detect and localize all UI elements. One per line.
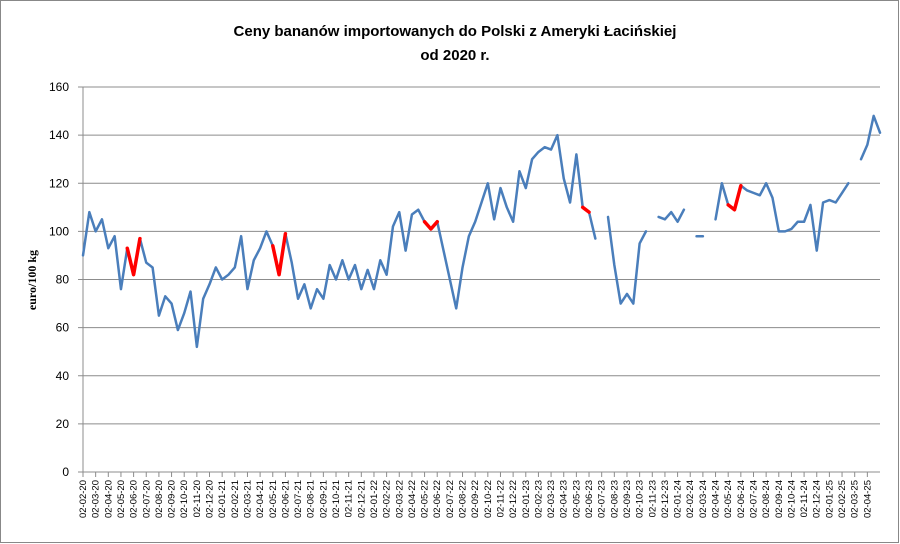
x-tick-label: 02-12-20 <box>205 480 216 518</box>
x-tick-label: 02-05-23 <box>571 480 582 518</box>
x-tick-label: 02-03-23 <box>546 480 557 518</box>
y-tick-label: 0 <box>62 465 69 479</box>
x-tick-label: 02-03-22 <box>394 480 405 518</box>
x-tick-label: 02-06-20 <box>129 480 140 518</box>
x-tick-label: 02-07-20 <box>141 480 152 518</box>
y-tick-label: 40 <box>56 369 70 383</box>
x-tick-label: 02-05-22 <box>420 480 431 518</box>
x-tick-label: 02-09-24 <box>774 480 785 518</box>
x-tick-label: 02-01-22 <box>369 480 380 518</box>
x-tick-label: 02-07-23 <box>597 480 608 518</box>
x-tick-label: 02-11-22 <box>495 480 506 517</box>
x-tick-label: 02-09-21 <box>318 480 329 518</box>
x-tick-label: 02-11-20 <box>192 480 203 517</box>
x-tick-label: 02-04-21 <box>255 480 266 518</box>
x-tick-label: 02-07-22 <box>445 480 456 518</box>
x-tick-label: 02-01-21 <box>217 480 228 518</box>
y-tick-label: 120 <box>49 176 69 190</box>
y-tick-label: 80 <box>56 273 70 287</box>
x-tick-label: 02-09-20 <box>167 480 178 518</box>
x-tick-label: 02-09-22 <box>470 480 481 518</box>
x-tick-label: 02-02-25 <box>837 480 848 518</box>
x-tick-label: 02-12-22 <box>508 480 519 518</box>
x-tick-label: 02-03-24 <box>698 480 709 518</box>
y-tick-label: 160 <box>49 80 69 94</box>
x-tick-label: 02-05-21 <box>268 480 279 518</box>
x-tick-label: 02-02-21 <box>230 480 241 518</box>
x-tick-label: 02-02-20 <box>78 480 89 518</box>
x-tick-label: 02-04-22 <box>407 480 418 518</box>
x-tick-label: 02-01-23 <box>521 480 532 518</box>
x-tick-label: 02-12-24 <box>812 480 823 518</box>
x-tick-label: 02-10-20 <box>179 480 190 518</box>
x-tick-label: 02-06-24 <box>736 480 747 518</box>
chart-subtitle: od 2020 r. <box>420 47 489 64</box>
y-tick-label: 60 <box>56 321 70 335</box>
y-tick-label: 140 <box>49 128 69 142</box>
x-tick-label: 02-04-24 <box>711 480 722 518</box>
x-tick-label: 02-10-21 <box>331 480 342 518</box>
x-tick-label: 02-12-21 <box>356 480 367 518</box>
x-tick-label: 02-02-23 <box>533 480 544 518</box>
x-tick-label: 02-08-23 <box>609 480 620 518</box>
x-tick-label: 02-09-23 <box>622 480 633 518</box>
x-tick-label: 02-06-21 <box>280 480 291 518</box>
x-tick-label: 02-03-25 <box>850 480 861 518</box>
x-tick-label: 02-12-23 <box>660 480 671 518</box>
x-tick-label: 02-08-22 <box>458 480 469 518</box>
x-tick-label: 02-07-24 <box>748 480 759 518</box>
x-tick-label: 02-01-24 <box>673 480 684 518</box>
x-tick-label: 02-11-23 <box>647 480 658 517</box>
y-tick-label: 100 <box>49 224 69 238</box>
x-tick-label: 02-02-22 <box>382 480 393 518</box>
x-tick-label: 02-04-20 <box>103 480 114 518</box>
x-tick-label: 02-08-24 <box>761 480 772 518</box>
x-tick-label: 02-08-20 <box>154 480 165 518</box>
x-tick-label: 02-11-21 <box>344 480 355 517</box>
x-tick-label: 02-04-23 <box>559 480 570 518</box>
x-tick-label: 02-11-24 <box>799 480 810 517</box>
x-tick-label: 02-01-25 <box>824 480 835 518</box>
x-tick-label: 02-05-20 <box>116 480 127 518</box>
y-tick-label: 20 <box>56 417 70 431</box>
x-tick-label: 02-02-24 <box>685 480 696 518</box>
x-tick-label: 02-10-24 <box>786 480 797 518</box>
x-tick-label: 02-07-21 <box>293 480 304 518</box>
line-series <box>125 183 743 277</box>
chart-title: Ceny bananów importowanych do Polski z A… <box>234 23 677 40</box>
line-series <box>81 114 882 349</box>
x-tick-label: 02-04-25 <box>862 480 873 518</box>
x-tick-label: 02-10-22 <box>483 480 494 518</box>
x-tick-label: 02-05-24 <box>723 480 734 518</box>
x-tick-label: 02-03-20 <box>91 480 102 518</box>
y-axis-label: euro/100 kg <box>25 250 39 310</box>
x-tick-label: 02-03-21 <box>242 480 253 518</box>
x-tick-label: 02-06-22 <box>432 480 443 518</box>
x-tick-label: 02-10-23 <box>635 480 646 518</box>
x-tick-label: 02-08-21 <box>306 480 317 518</box>
x-tick-label: 02-06-23 <box>584 480 595 518</box>
